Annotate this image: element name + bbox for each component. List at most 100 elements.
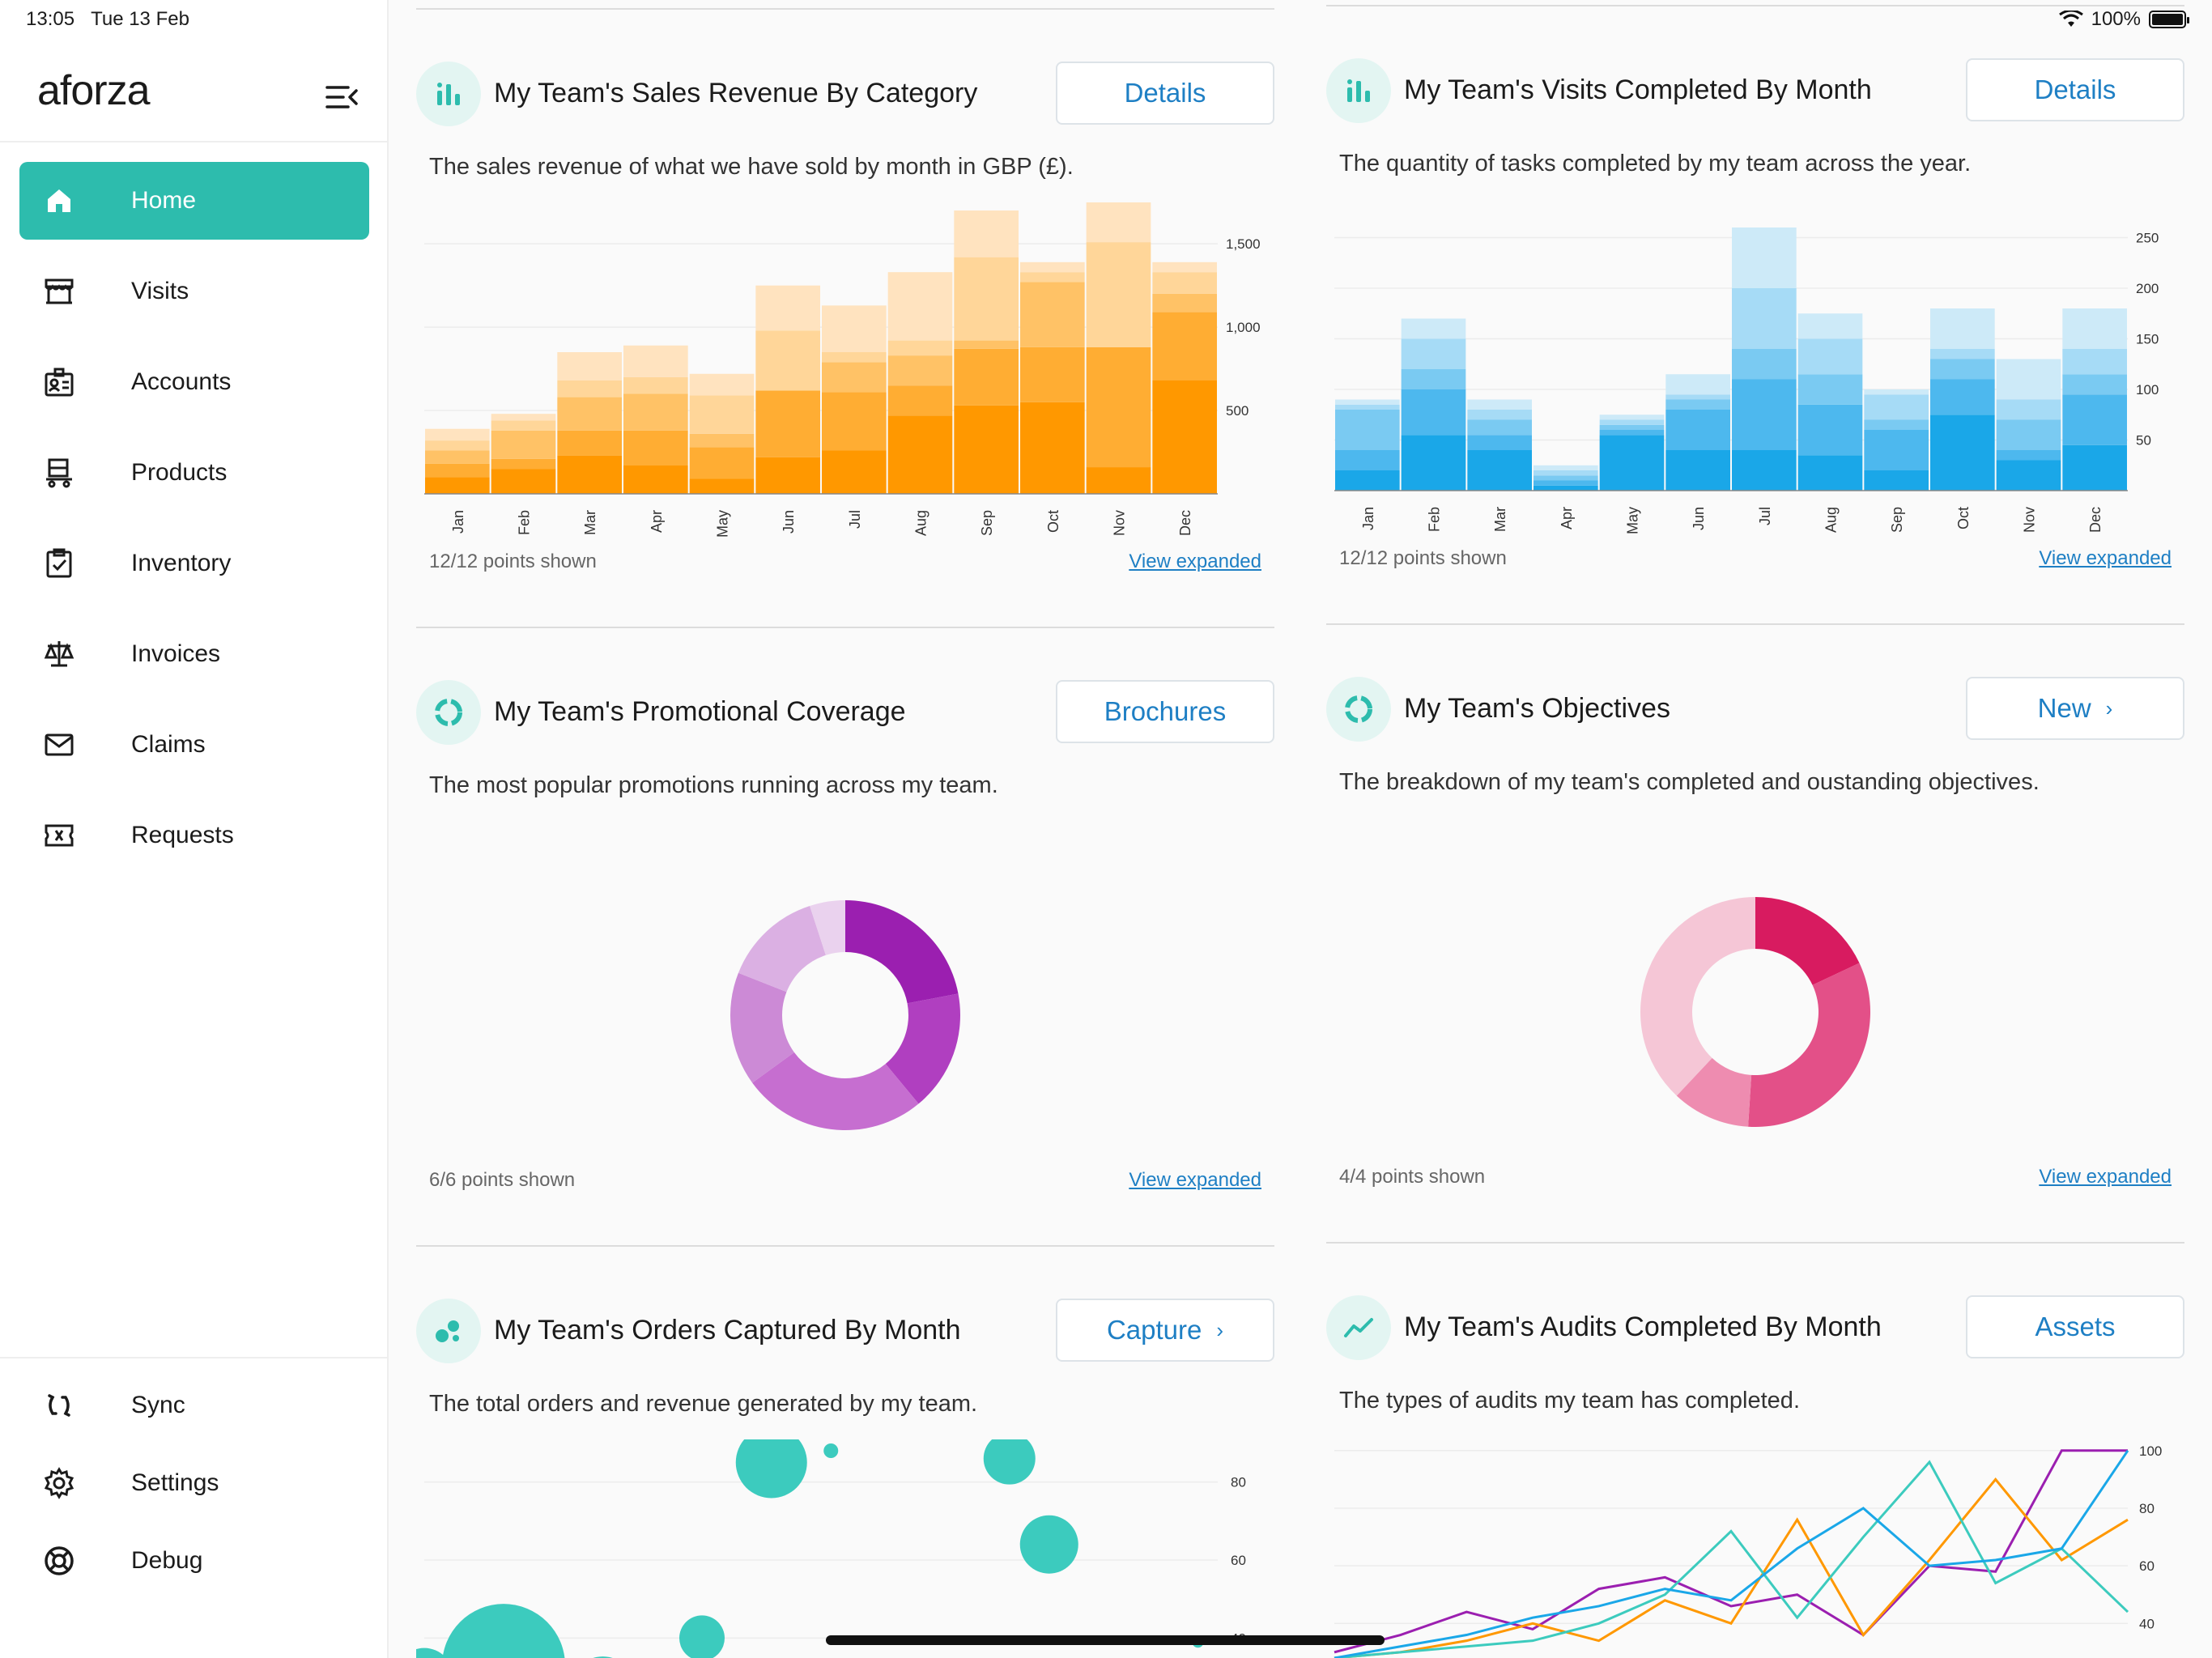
button-label: New [2037, 693, 2091, 723]
card-description: The quantity of tasks completed by my te… [1339, 151, 1972, 176]
bar-segment [2062, 374, 2127, 395]
bar-segment [1732, 288, 1797, 349]
sidebar-item-products[interactable]: Products [19, 434, 369, 512]
bar-segment [557, 455, 622, 494]
x-tick-label: Mar [582, 510, 598, 535]
bar-segment [1665, 450, 1730, 491]
sidebar-item-label: Products [131, 459, 228, 486]
x-tick-label: Jan [450, 510, 466, 534]
bar-segment [887, 415, 953, 494]
audits-card: My Team's Audits Completed By Month Asse… [1326, 1242, 2184, 1658]
bar-segment [1996, 460, 2061, 491]
envelope-icon [40, 726, 78, 763]
bar-segment [557, 352, 622, 380]
bar-segment [1599, 414, 1665, 420]
bubble [1019, 1515, 1078, 1574]
card-divider [1326, 1242, 2184, 1244]
sidebar-item-visits[interactable]: Visits [19, 253, 369, 330]
bar-segment [1797, 338, 1863, 375]
sidebar-item-settings[interactable]: Settings [19, 1451, 369, 1516]
bar-segment [1335, 470, 1400, 491]
view-expanded-link[interactable]: View expanded [2039, 1166, 2172, 1188]
bar-segment [689, 395, 755, 434]
bar-segment [1665, 399, 1730, 410]
card-divider [416, 627, 1274, 628]
home-indicator[interactable] [826, 1635, 1385, 1645]
bar-segment [623, 466, 688, 494]
bubble [823, 1443, 839, 1458]
y-tick-label: 100 [2139, 1443, 2162, 1459]
series-line [1334, 1460, 2129, 1658]
promotional-coverage-card: My Team's Promotional Coverage Brochures… [416, 627, 1274, 1242]
donut-slice [1748, 963, 1870, 1127]
sidebar-item-sync[interactable]: Sync [19, 1373, 369, 1438]
bar-segment [1086, 242, 1151, 347]
bar-segment [1467, 450, 1532, 491]
sidebar-item-claims[interactable]: Claims [19, 706, 369, 784]
view-expanded-link[interactable]: View expanded [1129, 551, 1261, 572]
sidebar-item-invoices[interactable]: Invoices [19, 615, 369, 693]
sidebar-item-label: Sync [131, 1392, 185, 1418]
bar-segment [1152, 272, 1217, 294]
y-tick-label: 1,500 [1226, 236, 1261, 252]
capture-button[interactable]: Capture › [1056, 1299, 1274, 1362]
x-tick-label: Jul [1757, 507, 1773, 525]
sidebar-item-inventory[interactable]: Inventory [19, 525, 369, 602]
view-expanded-link[interactable]: View expanded [1129, 1169, 1261, 1191]
promotional-donut-chart [730, 900, 960, 1130]
brochures-button[interactable]: Brochures [1056, 680, 1274, 743]
bar-segment [491, 469, 556, 494]
sidebar-item-label: Settings [131, 1469, 219, 1496]
bar-segment [1401, 435, 1466, 491]
bar-chart-icon [1326, 58, 1391, 123]
objectives-card: My Team's Objectives New › The breakdown … [1326, 623, 2184, 1239]
x-tick-label: Apr [649, 510, 665, 533]
details-button[interactable]: Details [1056, 62, 1274, 125]
bar-segment [1930, 414, 1995, 491]
bar-segment [1930, 359, 1995, 380]
x-tick-label: Mar [1492, 507, 1508, 532]
new-button[interactable]: New › [1966, 677, 2184, 740]
details-button[interactable]: Details [1966, 58, 2184, 121]
bar-segment [1335, 450, 1400, 470]
sidebar-item-accounts[interactable]: Accounts [19, 343, 369, 421]
bar-segment [1020, 282, 1085, 347]
collapse-sidebar-button[interactable] [324, 81, 359, 113]
button-label: Details [2034, 74, 2116, 104]
bar-segment [689, 433, 755, 448]
x-tick-label: Dec [1177, 510, 1193, 536]
bar-segment [623, 393, 688, 431]
audits-line-chart: 40 60 80 100 [1334, 1443, 2162, 1658]
donut-slice [752, 1052, 919, 1130]
card-title: My Team's Promotional Coverage [494, 696, 906, 727]
sidebar-item-requests[interactable]: Requests [19, 797, 369, 874]
bar-segment [954, 210, 1019, 257]
x-tick-label: Feb [517, 510, 533, 535]
y-tick-label: 40 [2139, 1616, 2155, 1631]
bar-segment [1864, 470, 1929, 491]
bar-segment [425, 428, 490, 441]
bar-segment [1020, 402, 1085, 494]
bar-segment [1930, 308, 1995, 349]
assets-button[interactable]: Assets [1966, 1295, 2184, 1358]
home-icon [40, 182, 78, 219]
x-tick-label: Apr [1559, 507, 1575, 529]
view-expanded-link[interactable]: View expanded [2039, 547, 2172, 569]
series-line [1334, 1449, 2129, 1658]
bar-segment [755, 285, 820, 331]
sales-bar-chart: 500 1,000 1,500 Jan Feb Mar Apr May Jun Jul Aug Sep… [424, 202, 1261, 538]
bar-segment [1864, 394, 1929, 420]
sidebar-item-home[interactable]: Home [19, 162, 369, 240]
sidebar-item-debug[interactable]: Debug [19, 1528, 369, 1593]
bar-segment [1996, 399, 2061, 420]
bar-segment [491, 414, 556, 421]
sidebar-divider [0, 1357, 389, 1358]
card-title: My Team's Sales Revenue By Category [494, 78, 978, 108]
bar-segment [1086, 346, 1151, 468]
bar-segment [1534, 485, 1598, 491]
card-title: My Team's Objectives [1404, 693, 1670, 724]
points-shown: 12/12 points shown [429, 551, 597, 572]
ticket-icon [40, 817, 78, 854]
bar-segment [1401, 318, 1466, 339]
card-description: The breakdown of my team's completed and… [1339, 769, 2040, 795]
